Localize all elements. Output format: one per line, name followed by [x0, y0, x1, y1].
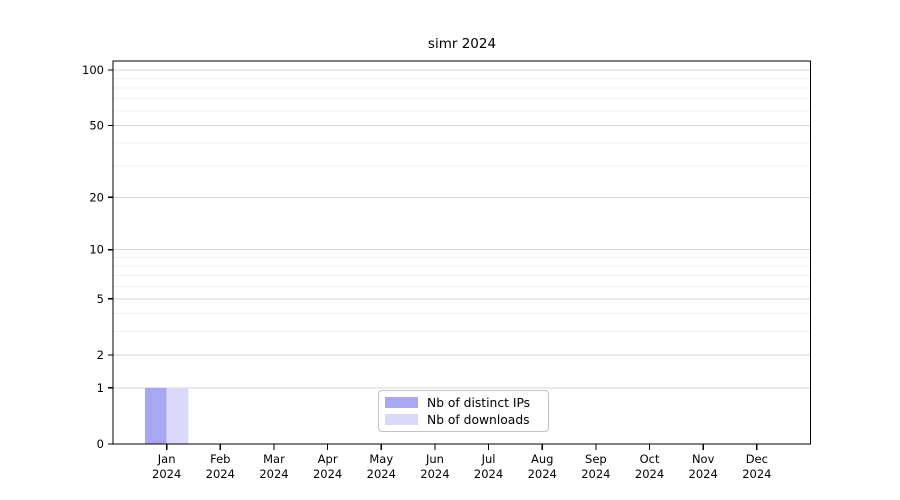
x-axis-tick-label-month: Nov: [692, 452, 715, 466]
y-axis-tick-label: 20: [89, 190, 104, 204]
x-axis-tick-label-month: Mar: [263, 452, 285, 466]
x-axis-tick-label-month: Aug: [531, 452, 553, 466]
x-axis-tick-label-month: May: [369, 452, 393, 466]
x-axis-tick-label-year: 2024: [367, 467, 396, 481]
x-axis-tick-label-year: 2024: [581, 467, 610, 481]
x-axis-tick-label-year: 2024: [474, 467, 503, 481]
legend-label-downloads: Nb of downloads: [427, 412, 530, 427]
x-axis-tick-label-year: 2024: [742, 467, 771, 481]
x-axis-tick-label-year: 2024: [152, 467, 181, 481]
x-axis-tick-label-year: 2024: [689, 467, 718, 481]
x-axis-tick-label-month: Oct: [640, 452, 660, 466]
legend-item-distinct-ips: Nb of distinct IPs: [385, 395, 540, 410]
y-axis-tick-label: 2: [97, 348, 104, 362]
legend-label-distinct-ips: Nb of distinct IPs: [427, 395, 531, 410]
chart-legend: Nb of distinct IPs Nb of downloads: [378, 390, 549, 432]
x-axis-tick-label-year: 2024: [528, 467, 557, 481]
legend-swatch-downloads: [385, 414, 418, 425]
x-axis-tick-label-month: Jun: [425, 452, 444, 466]
y-axis-tick-label: 50: [89, 118, 104, 132]
x-axis-tick-label-year: 2024: [635, 467, 664, 481]
x-axis-tick-label-month: Jan: [157, 452, 176, 466]
x-axis-tick-label-year: 2024: [259, 467, 288, 481]
y-axis-tick-label: 100: [82, 63, 104, 77]
legend-item-downloads: Nb of downloads: [385, 412, 540, 427]
chart-title: simr 2024: [427, 36, 497, 52]
plot-frame: [112, 60, 812, 445]
x-axis-tick-label-month: Jul: [481, 452, 496, 466]
x-axis-tick-label-month: Feb: [210, 452, 230, 466]
x-axis-tick-label-year: 2024: [313, 467, 342, 481]
bar-downloads-jan: [166, 387, 189, 444]
legend-swatch-distinct-ips: [385, 397, 418, 408]
bar-distinct-ips-jan: [144, 387, 167, 444]
y-axis-tick-label: 10: [89, 243, 104, 257]
x-axis-tick-label-year: 2024: [420, 467, 449, 481]
y-axis-tick-label: 5: [97, 292, 104, 306]
x-axis-tick-label-year: 2024: [206, 467, 235, 481]
x-axis-tick-label-month: Sep: [585, 452, 607, 466]
y-axis-tick-label: 1: [97, 381, 104, 395]
x-axis-tick-label-month: Apr: [318, 452, 338, 466]
x-axis-tick-label-month: Dec: [746, 452, 768, 466]
y-axis-tick-label: 0: [97, 437, 104, 451]
